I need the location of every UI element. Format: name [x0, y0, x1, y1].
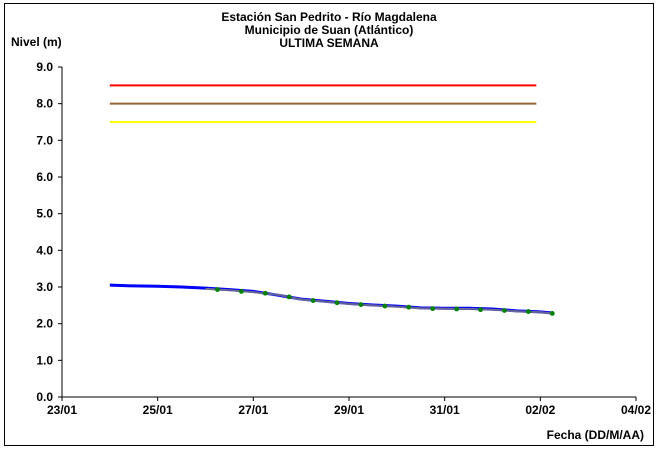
series-marker	[478, 307, 483, 313]
y-tick-label: 8.0	[36, 97, 53, 111]
series-marker	[286, 294, 292, 300]
y-tick-label: 9.0	[36, 60, 53, 74]
series-marker	[502, 308, 507, 313]
axes: 0.0 1.0 2.0 3.0 4.0 5.0 6.0 7.0 8.0 9.0 23/01 25/01…	[36, 60, 651, 417]
x-tick-label: 31/01	[430, 403, 460, 417]
chart-title-line-2: Municipio de Suan (Atlántico)	[244, 23, 414, 37]
x-tick-label: 29/01	[334, 403, 364, 417]
x-tick-label: 25/01	[143, 403, 173, 417]
y-tick-label: 5.0	[36, 207, 53, 221]
series-marker	[238, 289, 244, 294]
series-marker	[430, 306, 436, 312]
threshold-lines	[109, 84, 537, 123]
x-tick-label: 27/01	[238, 403, 268, 417]
x-tick-label: 04/02	[621, 403, 651, 417]
series-marker	[549, 311, 555, 316]
series-marker	[215, 287, 220, 292]
series-marker	[358, 302, 364, 307]
y-tick-label: 2.0	[36, 317, 53, 331]
chart-title-line-3: ULTIMA SEMANA	[279, 36, 379, 50]
series-marker	[406, 304, 412, 310]
chart-frame	[4, 3, 654, 446]
series-marker	[262, 290, 268, 296]
series-marker	[334, 300, 340, 306]
y-tick-label: 3.0	[36, 280, 53, 294]
y-tick-label: 0.0	[36, 390, 53, 404]
series-marker	[454, 306, 460, 312]
series-marker	[525, 309, 531, 314]
series-group	[109, 283, 555, 316]
series-marker	[310, 298, 316, 303]
x-tick-label: 23/01	[47, 403, 77, 417]
y-tick-label: 7.0	[36, 133, 53, 147]
series-marker	[382, 303, 388, 309]
y-axis-label: Nivel (m)	[11, 35, 62, 49]
y-tick-label: 6.0	[36, 170, 53, 184]
x-tick-label: 02/02	[525, 403, 555, 417]
y-tick-label: 1.0	[36, 353, 53, 367]
y-tick-label: 4.0	[36, 243, 53, 257]
x-axis-label: Fecha (DD/M/AA)	[546, 428, 644, 442]
chart-title-line-1: Estación San Pedrito - Río Magdalena	[221, 10, 437, 24]
